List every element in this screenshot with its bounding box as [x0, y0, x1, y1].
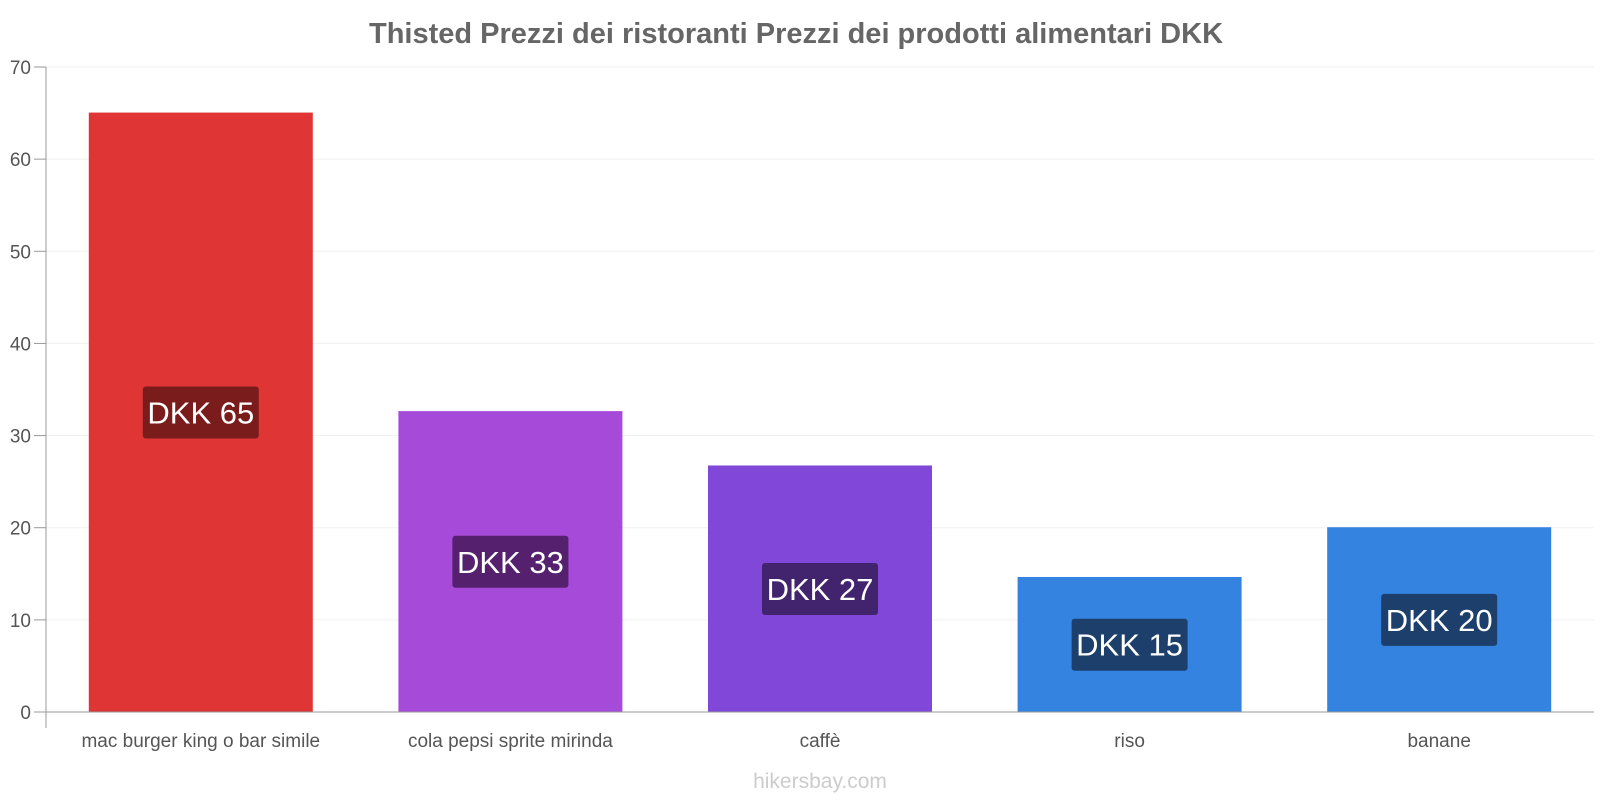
x-tick-label: riso — [1114, 731, 1145, 752]
y-tick-label: 60 — [10, 150, 31, 171]
chart-title: Thisted Prezzi dei ristoranti Prezzi dei… — [369, 18, 1223, 50]
y-tick-label: 30 — [10, 427, 31, 448]
y-tick-label: 50 — [10, 242, 31, 263]
data-labels: DKK 65 DKK 33 DKK 27 DKK 15 DKK 20 — [142, 386, 1498, 671]
data-label: DKK 20 — [1386, 603, 1493, 638]
data-label-box — [452, 535, 569, 588]
data-label: DKK 27 — [767, 572, 874, 607]
data-label-box — [762, 562, 878, 615]
x-tick-label: mac burger king o bar simile — [81, 731, 320, 752]
data-label-box — [142, 386, 259, 439]
x-tick-label: caffè — [800, 731, 841, 752]
bars — [88, 112, 1552, 713]
x-tick-label: cola pepsi sprite mirinda — [408, 731, 613, 752]
watermark: hikersbay.com — [753, 770, 887, 793]
data-label-box — [1071, 618, 1188, 671]
x-axis: mac burger king o bar simile cola pepsi s… — [46, 711, 1594, 752]
y-tick-label: 10 — [10, 611, 31, 632]
y-tick-label: 40 — [10, 334, 31, 355]
y-tick-label: 20 — [10, 519, 31, 540]
y-axis: 0 10 20 30 40 50 60 70 — [10, 58, 47, 728]
data-label: DKK 15 — [1076, 628, 1183, 663]
y-tick-label: 0 — [20, 703, 31, 724]
data-label: DKK 33 — [457, 545, 564, 580]
y-tick-label: 70 — [10, 58, 31, 79]
x-tick-label: banane — [1407, 731, 1470, 752]
data-label-box — [1381, 593, 1498, 646]
data-label: DKK 65 — [147, 396, 254, 431]
